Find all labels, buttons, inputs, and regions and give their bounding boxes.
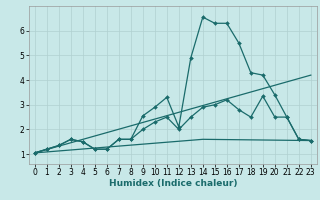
X-axis label: Humidex (Indice chaleur): Humidex (Indice chaleur) (108, 179, 237, 188)
